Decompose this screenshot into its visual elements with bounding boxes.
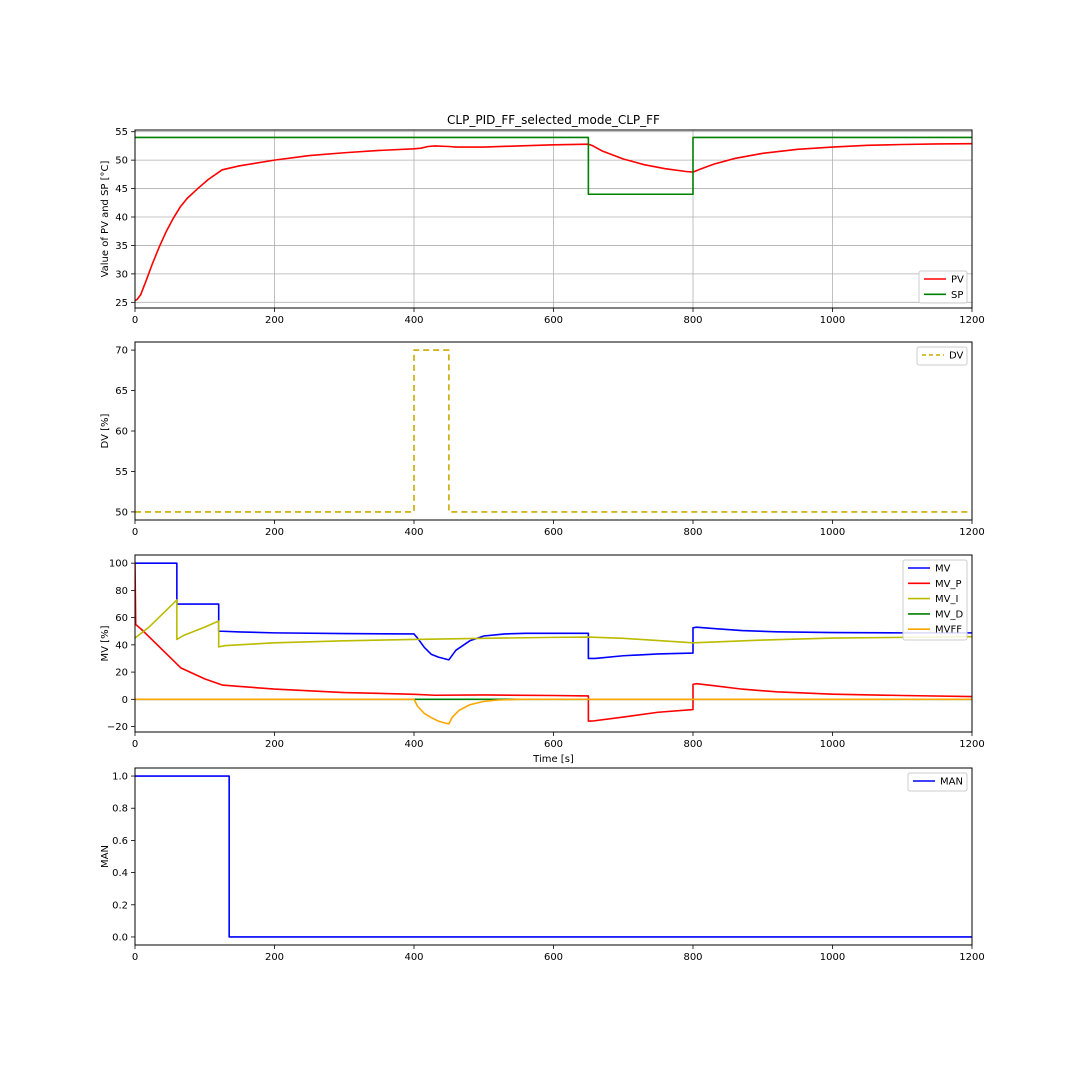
y-tick-label-3: 65 — [115, 386, 128, 397]
legend: DV — [916, 346, 968, 366]
legend-label-mv-p: MV_P — [935, 579, 962, 590]
legend-label-pv: PV — [951, 275, 964, 286]
y-tick-label-3: 0.6 — [112, 836, 128, 847]
x-tick-label-0: 0 — [132, 527, 138, 538]
plot-area — [135, 768, 972, 945]
plot-area — [135, 342, 972, 520]
legend-box — [907, 772, 968, 792]
x-tick-label-0: 0 — [132, 952, 138, 963]
chart-panel-3: 0 200 400 600 800 1000 1200 −20 0 20 40 60 80 100 MV [… — [100, 554, 985, 765]
x-tick-label-2: 400 — [404, 739, 423, 750]
y-tick-label-0: 50 — [115, 507, 128, 518]
legend-label-dv: DV — [949, 351, 964, 362]
legend-box — [902, 559, 968, 641]
series-line-mv — [135, 562, 972, 661]
x-tick-label-1: 200 — [265, 527, 284, 538]
x-tick-label-1: 200 — [265, 952, 284, 963]
chart-panel-1: 0 200 400 600 800 1000 1200 25 30 35 40 45 50 55 CLP_P… — [100, 113, 985, 326]
x-tick-label-2: 400 — [404, 952, 423, 963]
y-axis-label: DV [%] — [100, 413, 111, 448]
x-tick-label-6: 1200 — [959, 739, 984, 750]
x-tick-label-4: 800 — [683, 315, 702, 326]
y-tick-label-3: 40 — [115, 640, 128, 651]
legend-label-sp: SP — [951, 290, 963, 301]
legend: MV MV_P MV_I MV_D MVFF — [902, 559, 968, 641]
x-tick-label-2: 400 — [404, 527, 423, 538]
series-group — [135, 775, 972, 938]
x-tick-label-1: 200 — [265, 739, 284, 750]
legend-label-mv: MV — [935, 564, 951, 575]
y-tick-label-6: 55 — [115, 127, 128, 138]
x-tick-label-0: 0 — [132, 739, 138, 750]
y-tick-label-1: 0.2 — [112, 900, 128, 911]
y-tick-label-2: 60 — [115, 427, 128, 438]
y-tick-label-1: 30 — [115, 269, 128, 280]
series-line-dv — [135, 349, 972, 513]
x-tick-label-1: 200 — [265, 315, 284, 326]
legend-label-mv-d: MV_D — [935, 609, 963, 620]
series-line-sp — [135, 136, 972, 196]
series-line-mv-i — [135, 599, 972, 648]
legend-label-mv-i: MV_I — [935, 594, 958, 605]
y-axis-label: MV [%] — [100, 625, 111, 661]
x-tick-label-5: 1000 — [820, 527, 845, 538]
y-tick-label-0: −20 — [107, 722, 128, 733]
y-tick-label-6: 100 — [109, 559, 128, 570]
series-line-man — [135, 775, 972, 938]
series-group — [135, 562, 972, 725]
x-tick-label-3: 600 — [544, 739, 563, 750]
series-group — [135, 349, 972, 513]
legend-label-man: MAN — [940, 777, 963, 788]
y-tick-label-4: 0.8 — [112, 804, 128, 815]
y-tick-label-5: 50 — [115, 156, 128, 167]
x-tick-label-3: 600 — [544, 952, 563, 963]
series-group — [135, 136, 972, 302]
x-tick-label-2: 400 — [404, 315, 423, 326]
y-tick-label-4: 70 — [115, 346, 128, 357]
y-tick-label-5: 80 — [115, 586, 128, 597]
x-tick-label-3: 600 — [544, 527, 563, 538]
y-tick-label-0: 25 — [115, 298, 128, 309]
legend: MAN — [907, 772, 968, 792]
y-tick-label-2: 35 — [115, 241, 128, 252]
legend: PV SP — [918, 270, 968, 304]
x-tick-label-6: 1200 — [959, 952, 984, 963]
series-line-pv — [135, 142, 972, 302]
y-tick-label-3: 40 — [115, 213, 128, 224]
series-line-mvff — [135, 698, 972, 725]
x-tick-label-0: 0 — [132, 315, 138, 326]
series-line-mv-p — [135, 563, 972, 722]
x-axis-label: Time [s] — [532, 754, 574, 765]
x-tick-label-5: 1000 — [820, 739, 845, 750]
y-tick-label-4: 45 — [115, 184, 128, 195]
y-tick-label-1: 55 — [115, 467, 128, 478]
y-axis-label: MAN — [100, 845, 111, 868]
legend-label-mvff: MVFF — [935, 625, 962, 636]
x-tick-label-4: 800 — [683, 527, 702, 538]
y-tick-label-2: 0.4 — [112, 868, 128, 879]
chart-panel-4: 0 200 400 600 800 1000 1200 0.0 0.2 0.4 0.6 0.8 1.0 M… — [100, 767, 985, 963]
chart-title: CLP_PID_FF_selected_mode_CLP_FF — [447, 113, 660, 127]
x-tick-label-4: 800 — [683, 739, 702, 750]
y-tick-label-0: 0.0 — [112, 932, 128, 943]
x-tick-label-5: 1000 — [820, 952, 845, 963]
x-tick-label-5: 1000 — [820, 315, 845, 326]
x-tick-label-6: 1200 — [959, 315, 984, 326]
y-tick-label-5: 1.0 — [112, 772, 128, 783]
legend-box — [916, 346, 968, 366]
y-tick-label-4: 60 — [115, 613, 128, 624]
x-tick-label-6: 1200 — [959, 527, 984, 538]
x-tick-label-3: 600 — [544, 315, 563, 326]
y-tick-label-2: 20 — [115, 668, 128, 679]
y-tick-label-1: 0 — [122, 695, 128, 706]
chart-panel-2: 0 200 400 600 800 1000 1200 50 55 60 65 70 DV [%] DV — [100, 341, 985, 538]
y-axis-label: Value of PV and SP [°C] — [100, 160, 111, 277]
x-tick-label-4: 800 — [683, 952, 702, 963]
